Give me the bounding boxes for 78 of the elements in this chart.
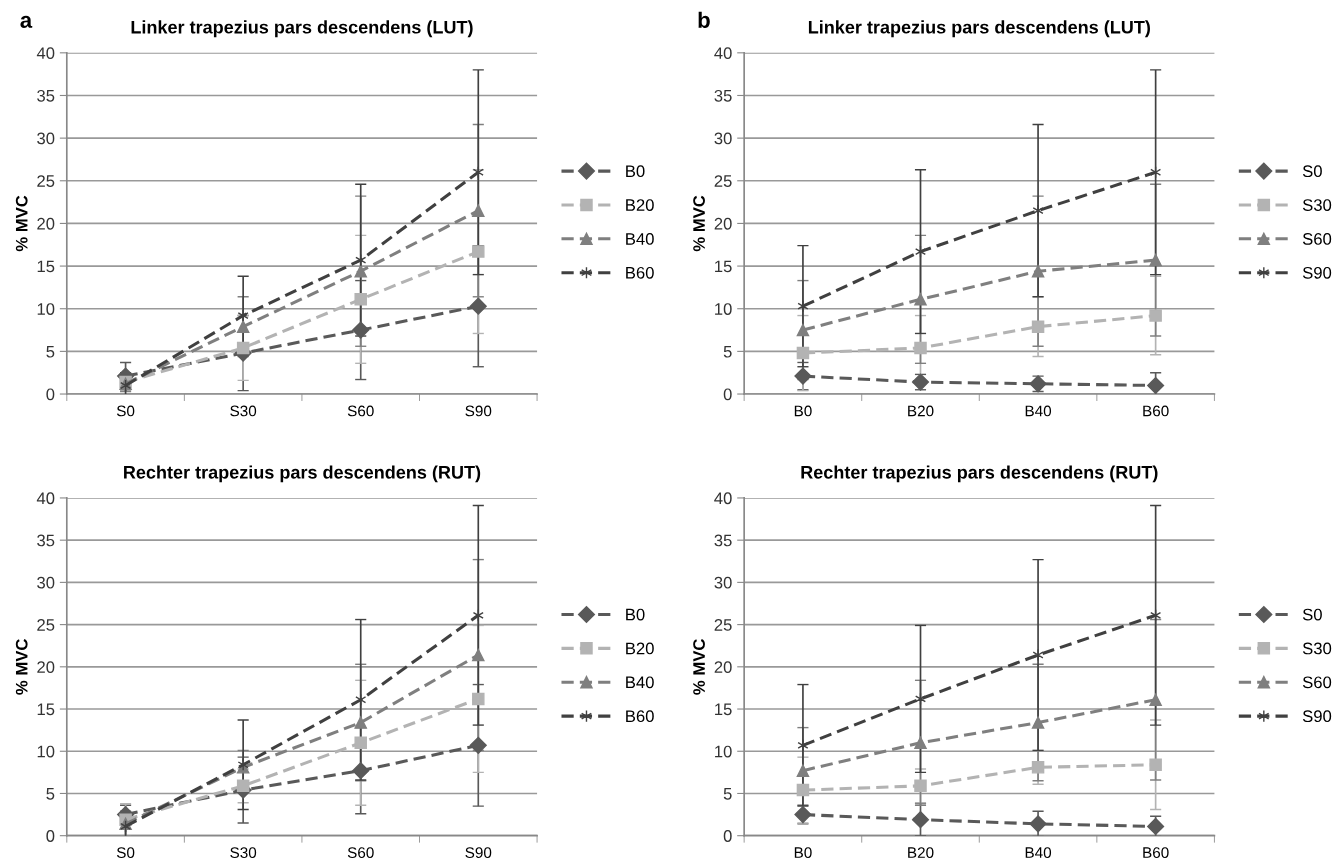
x-tick-label: B60 bbox=[1143, 405, 1169, 417]
y-tick-label: 10 bbox=[715, 303, 732, 315]
x-tick-label: S90 bbox=[465, 405, 492, 417]
y-tick-label: 25 bbox=[37, 619, 55, 631]
chart-title: Linker trapezius pars descendens (LUT) bbox=[131, 20, 473, 38]
y-tick-label: 15 bbox=[37, 260, 55, 273]
y-tick-label: 30 bbox=[37, 132, 55, 145]
y-tick-label: 25 bbox=[714, 619, 732, 631]
legend-label: S60 bbox=[1302, 676, 1332, 689]
y-tick-label: 30 bbox=[37, 576, 55, 589]
y-tick-label: 25 bbox=[37, 175, 55, 187]
x-tick-label: S90 bbox=[465, 847, 492, 859]
text: b bbox=[698, 11, 710, 28]
legend-label: B40 bbox=[626, 233, 654, 245]
y-tick-label: 0 bbox=[723, 830, 732, 842]
y-tick-label: 40 bbox=[36, 492, 55, 505]
y-axis-title: % MVC bbox=[15, 195, 28, 252]
y-tick-label: 35 bbox=[37, 89, 55, 102]
legend-label: S90 bbox=[1302, 710, 1332, 723]
y-axis-title: % MVC bbox=[693, 195, 705, 252]
legend-label: B60 bbox=[626, 710, 654, 723]
x-tick-label: B40 bbox=[1025, 405, 1052, 417]
x-tick-label: S0 bbox=[116, 405, 135, 417]
y-tick-label: 35 bbox=[37, 534, 55, 547]
y-tick-label: 5 bbox=[723, 345, 732, 358]
chart-title: Linker trapezius pars descendens (LUT) bbox=[808, 20, 1150, 38]
text: a bbox=[20, 15, 33, 28]
legend-label: B20 bbox=[626, 199, 654, 211]
legend-label: S30 bbox=[1302, 199, 1332, 211]
y-tick-label: 20 bbox=[714, 661, 732, 674]
y-axis-title: % MVC bbox=[15, 639, 28, 695]
x-tick-label: B20 bbox=[908, 847, 934, 859]
y-tick-label: 30 bbox=[714, 576, 732, 589]
x-tick-label: S60 bbox=[347, 847, 374, 859]
legend-label: S60 bbox=[1302, 233, 1332, 245]
y-tick-label: 35 bbox=[714, 89, 732, 102]
y-axis-title: % MVC bbox=[693, 639, 705, 695]
y-tick-label: 40 bbox=[714, 492, 732, 505]
x-tick-label: S30 bbox=[230, 405, 257, 417]
y-tick-label: 0 bbox=[46, 830, 55, 842]
y-tick-label: 5 bbox=[723, 788, 732, 800]
x-tick-label: B0 bbox=[794, 847, 812, 859]
y-tick-label: 10 bbox=[715, 745, 732, 758]
chart-title: Rechter trapezius pars descendens (RUT) bbox=[124, 465, 481, 483]
chart-title: Rechter trapezius pars descendens (RUT) bbox=[801, 465, 1158, 483]
legend-label: B0 bbox=[626, 608, 645, 621]
x-tick-label: B0 bbox=[794, 405, 812, 417]
y-tick-label: 15 bbox=[37, 703, 55, 716]
x-tick-label: S60 bbox=[347, 405, 374, 417]
legend-label: S0 bbox=[1302, 165, 1322, 178]
y-tick-label: 20 bbox=[714, 217, 732, 230]
y-tick-label: 5 bbox=[46, 345, 55, 358]
y-tick-label: 25 bbox=[714, 175, 732, 187]
y-tick-label: 5 bbox=[46, 788, 55, 800]
y-tick-label: 30 bbox=[714, 132, 732, 145]
legend-label: S30 bbox=[1302, 642, 1332, 655]
y-tick-label: 0 bbox=[723, 388, 732, 401]
y-tick-label: 10 bbox=[37, 745, 55, 758]
y-tick-label: 35 bbox=[714, 534, 732, 547]
y-tick-label: 20 bbox=[37, 661, 55, 674]
legend-label: S90 bbox=[1302, 266, 1332, 279]
legend-label: B60 bbox=[626, 266, 654, 279]
x-tick-label: B20 bbox=[908, 405, 934, 417]
y-tick-label: 40 bbox=[714, 47, 732, 60]
y-tick-label: 40 bbox=[36, 47, 55, 60]
x-tick-label: B40 bbox=[1025, 847, 1052, 859]
x-tick-label: B60 bbox=[1143, 847, 1169, 859]
legend-label: B0 bbox=[626, 165, 645, 178]
y-tick-label: 15 bbox=[715, 703, 732, 716]
legend-label: B40 bbox=[626, 676, 654, 689]
x-tick-label: S0 bbox=[116, 847, 135, 859]
legend-label: B20 bbox=[626, 642, 654, 655]
y-tick-label: 15 bbox=[715, 260, 732, 273]
y-tick-label: 20 bbox=[37, 217, 55, 230]
x-tick-label: S30 bbox=[230, 847, 257, 859]
y-tick-label: 0 bbox=[46, 388, 55, 401]
y-tick-label: 10 bbox=[37, 303, 55, 315]
legend-label: S0 bbox=[1302, 608, 1322, 621]
